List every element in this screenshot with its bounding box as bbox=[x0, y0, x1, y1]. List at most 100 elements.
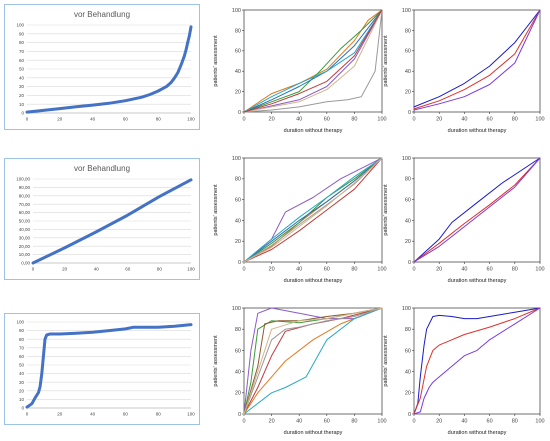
x-tick-label: 40 bbox=[296, 419, 302, 425]
x-tick-label: 100 bbox=[535, 419, 544, 425]
y-tick-label: 20 bbox=[405, 239, 411, 245]
y-tick-label: 10,00 bbox=[19, 252, 31, 257]
x-axis-label: duration without therapy bbox=[284, 278, 343, 284]
chart-title: vor Behandlung bbox=[74, 10, 130, 19]
x-tick-label: 60 bbox=[324, 267, 330, 273]
series-line-4 bbox=[243, 9, 383, 113]
y-tick-label: 40 bbox=[405, 370, 411, 376]
y-tick-label: 40 bbox=[235, 218, 241, 224]
x-tick-label: 60 bbox=[487, 117, 493, 123]
x-tick-label: 20 bbox=[436, 419, 442, 425]
y-tick-label: 10 bbox=[19, 397, 25, 402]
series-line-7 bbox=[243, 157, 383, 263]
x-tick-label: 20 bbox=[62, 267, 68, 272]
x-tick-label: 20 bbox=[57, 117, 63, 122]
y-tick-label: 100 bbox=[402, 306, 411, 312]
x-tick-label: 0 bbox=[412, 267, 415, 273]
excel-panel-3: 0 10 20 30 40 50 60 70 80 90 100 0 20 40 60 80 100 bbox=[4, 313, 200, 425]
y-tick-label: 80 bbox=[235, 28, 241, 34]
x-tick-label: 40 bbox=[94, 267, 100, 272]
y-tick-label: 80 bbox=[405, 28, 411, 34]
excel-panel-2: vor Behandlung 0,00 10,00 20,00 30,00 40,00 50… bbox=[4, 158, 200, 280]
x-tick-label: 80 bbox=[512, 117, 518, 123]
series-line-3 bbox=[413, 157, 541, 263]
y-axis-label: patients' assessment bbox=[383, 35, 389, 87]
x-tick-label: 60 bbox=[324, 117, 330, 123]
y-tick-label: 80,00 bbox=[19, 193, 31, 198]
y-tick-label: 50,00 bbox=[19, 219, 31, 224]
x-tick-label: 80 bbox=[512, 419, 518, 425]
y-tick-label: 90 bbox=[19, 328, 25, 333]
y-tick-label: 40 bbox=[19, 371, 25, 376]
chart-title: vor Behandlung bbox=[74, 164, 130, 173]
y-tick-label: 90 bbox=[19, 31, 25, 36]
series-line-8 bbox=[243, 307, 383, 415]
y-tick-label: 50 bbox=[19, 363, 25, 368]
y-axis-label: patients' assessment bbox=[213, 335, 219, 387]
y-tick-label: 100 bbox=[16, 23, 24, 28]
y-tick-label: 60 bbox=[235, 49, 241, 55]
y-tick-label: 0 bbox=[408, 110, 411, 116]
series-line-3 bbox=[243, 157, 383, 263]
chart-svg-4: 0 20 40 60 80 100 0 20 40 60 80 100 duration without… bbox=[213, 156, 387, 284]
x-tick-label: 20 bbox=[269, 267, 275, 273]
series-line-8 bbox=[243, 157, 383, 263]
y-tick-label: 20 bbox=[405, 90, 411, 96]
x-tick-label: 80 bbox=[351, 267, 357, 273]
y-tick-label: 100 bbox=[16, 320, 24, 325]
x-tick-label: 100 bbox=[187, 412, 195, 417]
y-tick-label: 0 bbox=[408, 412, 411, 418]
y-tick-label: 80 bbox=[235, 327, 241, 333]
y-tick-label: 20,00 bbox=[19, 244, 31, 249]
series-line-3 bbox=[413, 307, 541, 415]
x-tick-label: 80 bbox=[156, 117, 162, 122]
series-line-2 bbox=[413, 307, 541, 415]
y-tick-label: 10 bbox=[19, 102, 25, 107]
x-tick-label: 0 bbox=[412, 117, 415, 123]
series-line-1 bbox=[25, 323, 193, 409]
y-tick-label: 20 bbox=[235, 391, 241, 397]
series-line-1 bbox=[25, 25, 193, 114]
y-tick-label: 80 bbox=[235, 177, 241, 183]
y-tick-label: 70,00 bbox=[19, 202, 31, 207]
chart-svg-3: vor Behandlung 0,00 10,00 20,00 30,00 40,00 50… bbox=[16, 164, 195, 272]
x-tick-label: 100 bbox=[377, 117, 386, 123]
series-line-3 bbox=[413, 9, 541, 111]
y-tick-label: 100 bbox=[402, 156, 411, 162]
scatter-panel-3b: 0 20 40 60 80 100 0 20 40 60 80 100 duration without… bbox=[380, 302, 548, 436]
series-line-8 bbox=[243, 9, 383, 113]
y-tick-label: 40 bbox=[235, 370, 241, 376]
y-tick-label: 0 bbox=[21, 406, 24, 411]
y-tick-label: 60 bbox=[405, 49, 411, 55]
x-tick-label: 0 bbox=[242, 419, 245, 425]
excel-panel-1: vor Behandlung 0 10 20 30 40 50 60 70 80 90 100 0 20 4… bbox=[4, 4, 200, 130]
x-tick-label: 0 bbox=[242, 117, 245, 123]
x-tick-label: 40 bbox=[461, 267, 467, 273]
y-tick-label: 70 bbox=[19, 49, 25, 54]
plot-frame bbox=[413, 157, 541, 263]
x-axis-label: duration without therapy bbox=[448, 278, 507, 284]
chart-svg-2: 0 20 40 60 80 100 0 20 40 60 80 100 duration without… bbox=[383, 8, 545, 134]
y-tick-label: 80 bbox=[405, 327, 411, 333]
x-tick-label: 60 bbox=[487, 419, 493, 425]
y-tick-label: 80 bbox=[19, 337, 25, 342]
y-tick-label: 30,00 bbox=[19, 235, 31, 240]
y-tick-label: 40 bbox=[405, 69, 411, 75]
x-tick-label: 80 bbox=[351, 117, 357, 123]
x-tick-label: 20 bbox=[57, 412, 63, 417]
plot-frame bbox=[243, 9, 383, 113]
x-tick-label: 80 bbox=[157, 267, 163, 272]
y-tick-label: 0 bbox=[238, 412, 241, 418]
y-axis-label: patients' assessment bbox=[213, 184, 219, 236]
scatter-panel-2b: 0 20 40 60 80 100 0 20 40 60 80 100 duration without… bbox=[380, 152, 548, 284]
y-tick-label: 40 bbox=[19, 75, 25, 80]
chart-svg-7: 0 20 40 60 80 100 0 20 40 60 80 100 duration without… bbox=[213, 306, 387, 436]
x-tick-label: 60 bbox=[125, 267, 131, 272]
series-line-5 bbox=[243, 157, 383, 263]
y-tick-label: 50 bbox=[19, 67, 25, 72]
x-tick-label: 40 bbox=[90, 412, 96, 417]
y-tick-label: 100 bbox=[232, 8, 241, 14]
y-axis-label: patients' assessment bbox=[383, 184, 389, 236]
x-tick-label: 60 bbox=[324, 419, 330, 425]
y-tick-label: 60 bbox=[19, 58, 25, 63]
